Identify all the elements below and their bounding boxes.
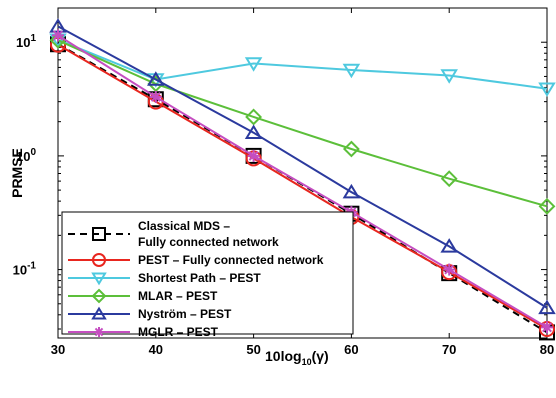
x-axis-title-subscript: 10 bbox=[302, 357, 312, 367]
data-point-triangle-up bbox=[538, 299, 556, 315]
x-tick-label: 60 bbox=[344, 342, 358, 357]
data-point-triangle-up bbox=[91, 306, 107, 320]
data-point-asterisk bbox=[247, 149, 260, 162]
asterisk-stroke bbox=[94, 327, 104, 337]
data-point-triangle-down bbox=[440, 69, 458, 84]
data-point-triangle-up bbox=[440, 238, 458, 253]
legend-label: MLAR – PEST bbox=[138, 289, 218, 303]
data-point-triangle-down bbox=[538, 82, 556, 97]
legend-label-line2: Fully connected network bbox=[138, 235, 279, 249]
data-point-square bbox=[92, 227, 106, 241]
series-line bbox=[57, 43, 548, 330]
asterisk-stroke bbox=[150, 92, 161, 102]
asterisk-stroke bbox=[444, 264, 455, 275]
series-line bbox=[57, 25, 548, 309]
data-point-triangle-down bbox=[91, 272, 107, 286]
legend-label: Classical MDS – bbox=[138, 219, 230, 233]
legend: Classical MDS – Fully connected network PE… bbox=[61, 211, 354, 339]
legend-item: MGLR – PEST bbox=[68, 325, 219, 339]
asterisk-stroke bbox=[542, 322, 552, 333]
legend-label: Nyström – PEST bbox=[138, 307, 232, 321]
x-tick-label: 70 bbox=[442, 342, 456, 357]
x-tick-label: 30 bbox=[51, 342, 65, 357]
data-point-triangle-up bbox=[244, 124, 263, 139]
data-point-circle bbox=[92, 253, 106, 267]
data-point-diamond bbox=[342, 140, 360, 158]
asterisk-stroke bbox=[248, 150, 259, 161]
series-line bbox=[57, 38, 548, 90]
legend-label: Shortest Path – PEST bbox=[138, 271, 261, 285]
legend-item: Classical MDS – Fully connected network bbox=[68, 219, 279, 249]
x-tick-label: 80 bbox=[540, 342, 554, 357]
data-point-triangle-up bbox=[147, 71, 165, 86]
data-point-asterisk bbox=[52, 29, 64, 42]
data-point-diamond bbox=[538, 197, 556, 215]
y-tick-label: 101 bbox=[16, 33, 36, 50]
series-layer bbox=[49, 18, 556, 341]
x-axis-title-tail: (γ) bbox=[312, 348, 329, 364]
data-point-asterisk bbox=[94, 327, 104, 337]
y-tick-label: 100 bbox=[16, 147, 36, 164]
data-point-diamond bbox=[245, 108, 263, 126]
data-point-asterisk bbox=[443, 263, 456, 276]
x-tick-label: 50 bbox=[246, 342, 260, 357]
x-tick-label: 40 bbox=[149, 342, 163, 357]
legend-item: Nyström – PEST bbox=[68, 306, 232, 321]
legend-label: PEST – Fully connected network bbox=[138, 253, 324, 267]
x-axis-title-main: 10log bbox=[265, 348, 302, 364]
legend-item: Shortest Path – PEST bbox=[68, 271, 261, 286]
asterisk-stroke bbox=[53, 30, 63, 41]
data-point-triangle-down bbox=[244, 57, 263, 72]
data-point-diamond bbox=[440, 170, 458, 188]
legend-label: MGLR – PEST bbox=[138, 325, 219, 339]
data-point-diamond bbox=[91, 288, 107, 304]
y-axis-title: PRMSE bbox=[9, 148, 25, 198]
legend-item: PEST – Fully connected network bbox=[68, 253, 324, 267]
data-point-triangle-down bbox=[342, 63, 361, 79]
legend-item: MLAR – PEST bbox=[68, 288, 218, 304]
series-line bbox=[57, 39, 548, 208]
y-tick-label: 10-1 bbox=[13, 261, 37, 278]
data-point-asterisk bbox=[149, 90, 162, 103]
series-line bbox=[57, 34, 548, 329]
x-axis-title: 10log10(γ) bbox=[265, 348, 329, 367]
data-point-triangle-up bbox=[342, 183, 361, 199]
data-point-asterisk bbox=[541, 321, 553, 334]
